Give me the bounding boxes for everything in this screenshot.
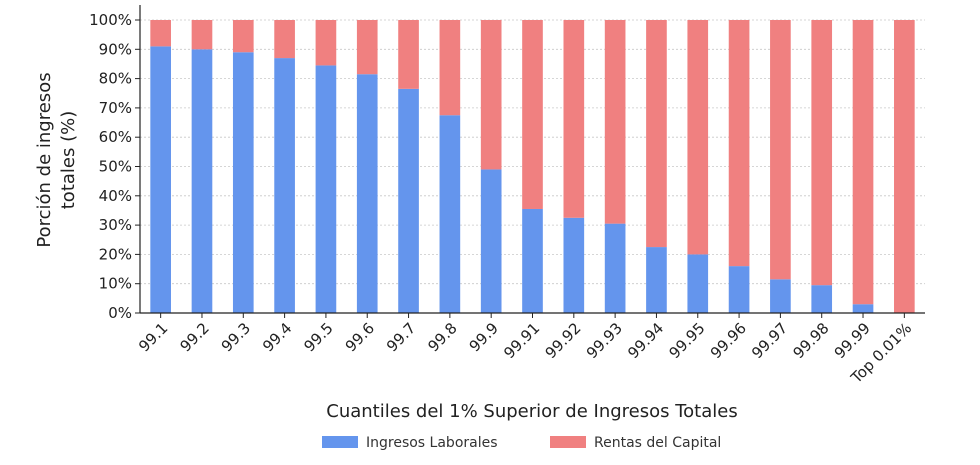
bar-ingresos-laborales [274,58,295,314]
bar-rentas-del-capital [439,20,461,116]
y-axis-label-line-2: totales (%) [58,111,79,209]
bar-ingresos-laborales [522,208,543,313]
legend-swatch-rentas-del-capital [550,436,586,448]
x-axis-label: Cuantiles del 1% Superior de Ingresos To… [326,401,737,422]
bar-rentas-del-capital [315,20,337,66]
y-tick-labels: 0% 10% 20% 30% 40% 50% 60% 70% 80% 90% 100% [89,11,140,322]
bar-ingresos-laborales [439,115,461,313]
x-tick-label: 99.2 [176,319,212,355]
x-tick-label: 99.93 [583,319,626,362]
bar-rentas-del-capital [894,20,915,313]
bar-rentas-del-capital [728,20,750,267]
bar-ingresos-laborales [728,266,750,313]
y-tick-label: 0% [108,304,132,322]
x-tick-label: 99.92 [542,319,585,362]
x-tick-label: 99.96 [707,319,750,362]
y-tick-label: 100% [89,11,132,29]
x-tick-label: 99.97 [748,319,791,362]
x-tick-label: 99.5 [300,319,336,355]
bar-ingresos-laborales [398,88,419,313]
legend: Ingresos Laborales Rentas del Capital [322,435,721,451]
x-tick-label: 99.6 [342,319,378,355]
bar-ingresos-laborales [811,285,833,313]
y-tick-label: 10% [99,275,132,293]
bar-ingresos-laborales [315,65,337,313]
bar-rentas-del-capital [150,20,171,47]
x-tick-label: 99.98 [789,319,832,362]
y-tick-label: 70% [99,99,132,117]
x-tick-label: 99.4 [259,319,295,355]
y-tick-label: 30% [99,216,132,234]
bar-rentas-del-capital [480,20,502,170]
x-tick-label: 99.8 [424,319,460,355]
bar-rentas-del-capital [232,20,254,53]
bar-rentas-del-capital [356,20,378,75]
y-tick-label: 80% [99,70,132,88]
x-tick-label: 99.91 [500,319,543,362]
bar-ingresos-laborales [687,254,709,313]
x-tick-label: 99.95 [665,319,708,362]
legend-label-rentas-del-capital: Rentas del Capital [594,435,721,451]
x-tick-labels: 99.1 99.2 99.3 99.4 99.5 99.6 99.7 99.8 99.999.9… [135,313,915,388]
legend-label-ingresos-laborales: Ingresos Laborales [366,435,498,451]
bar-rentas-del-capital [191,20,213,50]
y-tick-label: 90% [99,40,132,58]
x-tick-label: 99.9 [466,319,502,355]
y-tick-label: 20% [99,245,132,263]
bar-rentas-del-capital [398,20,419,89]
bar-rentas-del-capital [646,20,667,248]
bar-rentas-del-capital [852,20,874,305]
bar-ingresos-laborales [646,247,667,313]
y-tick-label: 50% [99,158,132,176]
bar-rentas-del-capital [687,20,709,255]
bar-rentas-del-capital [274,20,295,59]
y-axis-label-line-1: Porción de ingresos [34,72,55,247]
bar-rentas-del-capital [604,20,626,224]
bar-ingresos-laborales [563,217,585,313]
bars [150,20,915,314]
bar-ingresos-laborales [356,74,378,313]
y-tick-label: 40% [99,187,132,205]
bar-rentas-del-capital [770,20,791,280]
x-tick-label: 99.3 [218,319,254,355]
bar-ingresos-laborales [150,46,171,314]
bar-ingresos-laborales [480,169,502,313]
x-tick-label: 99.94 [624,319,667,362]
x-tick-label: 99.7 [383,319,419,355]
bar-rentas-del-capital [563,20,585,218]
bar-ingresos-laborales [232,52,254,313]
bar-rentas-del-capital [811,20,833,286]
bar-rentas-del-capital [522,20,543,209]
bar-ingresos-laborales [604,223,626,313]
bar-ingresos-laborales [191,49,213,314]
bar-ingresos-laborales [852,304,874,313]
legend-swatch-ingresos-laborales [322,436,358,448]
bar-ingresos-laborales [770,279,791,313]
x-tick-label: 99.1 [135,319,171,355]
y-tick-label: 60% [99,128,132,146]
